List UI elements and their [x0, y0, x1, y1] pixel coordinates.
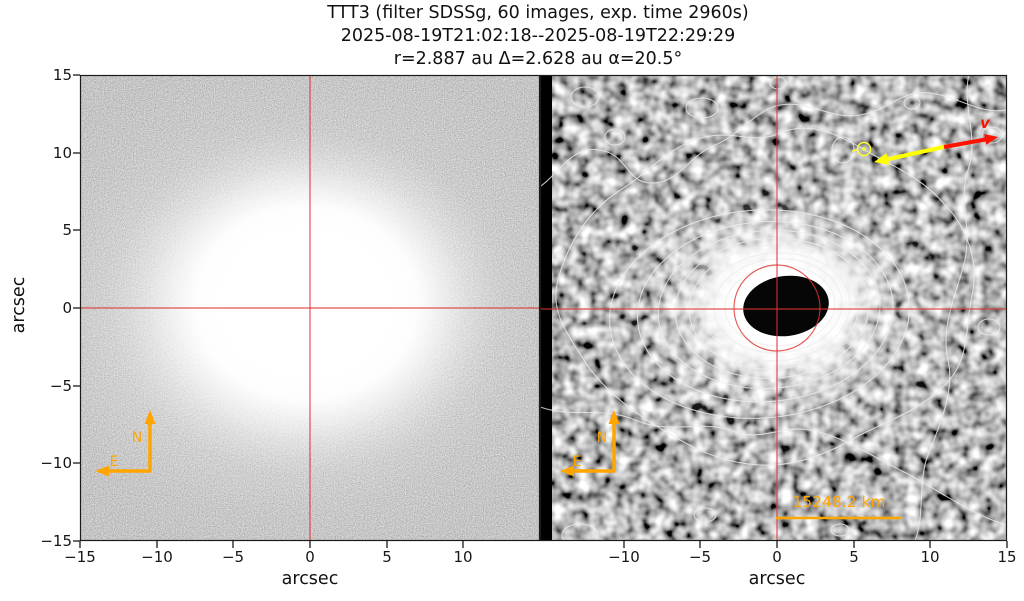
y-tick-label: 10 [52, 144, 72, 162]
x-tick-label: 0 [772, 548, 782, 566]
y-tick-label: −10 [40, 454, 72, 472]
title-line-3: r=2.887 au Δ=2.628 au α=20.5° [393, 49, 683, 69]
x-tick-label: −5 [688, 548, 712, 566]
x-tick-label: −5 [221, 548, 245, 566]
compass-north-label: N [597, 430, 607, 446]
title-line-1: TTT3 (filter SDSSg, 60 images, exp. time… [327, 3, 749, 23]
y-tick-label: 15 [52, 66, 72, 84]
sunward-tick-icon [851, 149, 858, 152]
right-image-panel: N E 15248.2 km v [540, 75, 1007, 541]
x-tick-label: 10 [920, 548, 940, 566]
x-tick-label: −10 [141, 548, 173, 566]
velocity-label: v [980, 114, 991, 132]
x-tick-label: −10 [608, 548, 640, 566]
y-tick-label: −15 [40, 532, 72, 550]
x-tick-label: 0 [305, 548, 315, 566]
x-tick-label: 10 [453, 548, 473, 566]
left-image-panel: N E [80, 75, 540, 541]
x-tick-label: −15 [64, 548, 96, 566]
y-tick-label: −5 [49, 377, 72, 395]
sun-symbol-dot-icon [862, 147, 866, 151]
y-tick-label: 5 [62, 221, 72, 239]
title-line-2: 2025-08-19T21:02:18--2025-08-19T22:29:29 [340, 26, 736, 46]
figure-title: TTT3 (filter SDSSg, 60 images, exp. time… [62, 2, 1014, 71]
compass-east-label: E [573, 454, 582, 470]
coma-core [108, 131, 504, 475]
compass-east-label: E [110, 454, 119, 470]
x-tick-label: 5 [849, 548, 859, 566]
x-tick-label: 15 [997, 548, 1017, 566]
y-tick-label: 0 [62, 299, 72, 317]
x-tick-label: 5 [382, 548, 392, 566]
scale-bar-label: 15248.2 km [792, 493, 885, 511]
x-axis-label-left: arcsec [281, 569, 339, 589]
x-axis-label-right: arcsec [748, 569, 806, 589]
compass-north-label: N [132, 430, 142, 446]
y-axis-label: arcsec [9, 276, 29, 334]
